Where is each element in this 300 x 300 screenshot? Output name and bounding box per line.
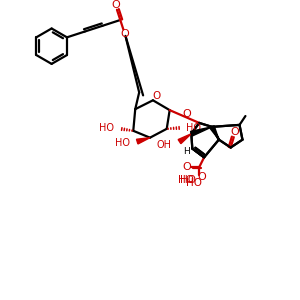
Text: HO: HO [186, 178, 202, 188]
Text: HO: HO [99, 123, 114, 133]
Text: O: O [198, 172, 206, 182]
Text: HO: HO [178, 175, 194, 185]
Text: HO: HO [186, 123, 201, 133]
Text: H: H [183, 147, 190, 156]
Text: HO: HO [115, 138, 130, 148]
Text: OH: OH [157, 140, 172, 150]
Text: O: O [111, 0, 120, 10]
Text: O: O [182, 109, 191, 118]
Text: O: O [182, 162, 191, 172]
Polygon shape [136, 138, 150, 144]
Text: O: O [121, 29, 129, 39]
Text: HO: HO [180, 175, 196, 185]
Text: O: O [231, 128, 240, 137]
Text: O: O [153, 92, 161, 101]
Polygon shape [178, 134, 191, 144]
Polygon shape [210, 126, 219, 140]
Polygon shape [190, 127, 212, 136]
